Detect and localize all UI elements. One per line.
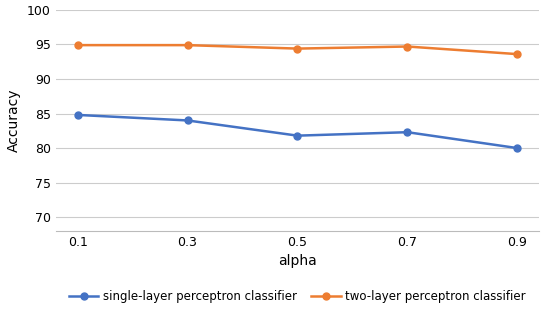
Line: single-layer perceptron classifier: single-layer perceptron classifier bbox=[74, 112, 521, 151]
X-axis label: alpha: alpha bbox=[278, 254, 317, 268]
Y-axis label: Accuracy: Accuracy bbox=[7, 89, 21, 152]
two-layer perceptron classifier bbox=[294, 47, 301, 50]
single-layer perceptron classifier bbox=[184, 118, 191, 122]
two-layer perceptron classifier bbox=[184, 43, 191, 47]
two-layer perceptron classifier bbox=[404, 45, 411, 49]
Legend: single-layer perceptron classifier, two-layer perceptron classifier: single-layer perceptron classifier, two-… bbox=[64, 285, 531, 308]
Line: two-layer perceptron classifier: two-layer perceptron classifier bbox=[74, 42, 521, 58]
single-layer perceptron classifier bbox=[404, 130, 411, 134]
two-layer perceptron classifier bbox=[75, 43, 81, 47]
two-layer perceptron classifier bbox=[514, 52, 520, 56]
single-layer perceptron classifier bbox=[514, 146, 520, 150]
single-layer perceptron classifier bbox=[294, 134, 301, 138]
single-layer perceptron classifier bbox=[75, 113, 81, 117]
